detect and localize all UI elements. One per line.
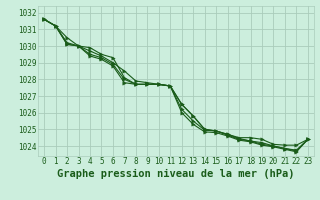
X-axis label: Graphe pression niveau de la mer (hPa): Graphe pression niveau de la mer (hPa) [57,169,295,179]
